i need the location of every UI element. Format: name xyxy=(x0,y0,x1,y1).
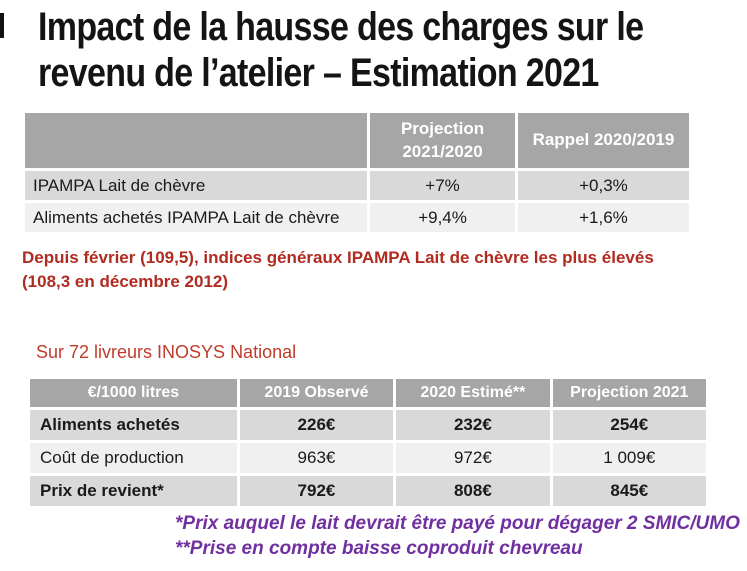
value-2021: 845€ xyxy=(552,476,706,506)
row-label: IPAMPA Lait de chèvre xyxy=(25,171,368,200)
value-2020: 972€ xyxy=(396,443,550,473)
table1-header-projection: Projection 2021/2020 xyxy=(370,113,515,168)
table1-header-empty xyxy=(25,113,368,168)
table-row-ipampa: IPAMPA Lait de chèvre +7% +0,3% xyxy=(25,171,689,200)
slide-title-line1: Impact de la hausse des charges sur le xyxy=(38,5,644,49)
table2-header-unit: €/1000 litres xyxy=(30,379,237,407)
table-row-aliments: Aliments achetés IPAMPA Lait de chèvre +… xyxy=(25,203,689,232)
projection-value: +9,4% xyxy=(370,203,515,232)
row-label: Coût de production xyxy=(30,443,237,473)
footnote-coproduit: **Prise en compte baisse coproduit chevr… xyxy=(175,538,583,559)
rappel-value: +0,3% xyxy=(517,171,689,200)
table-row-aliments-achetes: Aliments achetés 226€ 232€ 254€ xyxy=(30,410,706,440)
table-row-prix-revient: Prix de revient* 792€ 808€ 845€ xyxy=(30,476,706,506)
row-label: Prix de revient* xyxy=(30,476,237,506)
slide-title-line2: revenu de l’atelier – Estimation 2021 xyxy=(38,51,599,95)
value-2020: 232€ xyxy=(396,410,550,440)
value-2021: 1 009€ xyxy=(552,443,706,473)
table-header-row: Projection 2021/2020 Rappel 2020/2019 xyxy=(25,113,689,168)
row-label: Aliments achetés IPAMPA Lait de chèvre xyxy=(25,203,368,232)
footnote-prix-revient: *Prix auquel le lait devrait être payé p… xyxy=(175,513,740,534)
table2-header-2021: Projection 2021 xyxy=(552,379,706,407)
table-header-row: €/1000 litres 2019 Observé 2020 Estimé**… xyxy=(30,379,706,407)
value-2021: 254€ xyxy=(552,410,706,440)
table2-header-2019: 2019 Observé xyxy=(239,379,394,407)
footnotes: *Prix auquel le lait devrait être payé p… xyxy=(175,511,740,561)
value-2020: 808€ xyxy=(396,476,550,506)
row-label: Aliments achetés xyxy=(30,410,237,440)
left-edge-crop-artifact xyxy=(0,13,4,38)
inosys-subtitle: Sur 72 livreurs INOSYS National xyxy=(36,342,297,362)
table-row-cout-production: Coût de production 963€ 972€ 1 009€ xyxy=(30,443,706,473)
ipampa-note: Depuis février (109,5), indices généraux… xyxy=(22,248,654,291)
table1-header-rappel: Rappel 2020/2019 xyxy=(517,113,689,168)
ipampa-index-table: Projection 2021/2020 Rappel 2020/2019 IP… xyxy=(22,110,692,235)
rappel-value: +1,6% xyxy=(517,203,689,232)
slide-title: Impact de la hausse des charges sur le r… xyxy=(38,4,644,96)
value-2019: 963€ xyxy=(239,443,394,473)
value-2019: 792€ xyxy=(239,476,394,506)
value-2019: 226€ xyxy=(239,410,394,440)
cost-table: €/1000 litres 2019 Observé 2020 Estimé**… xyxy=(27,376,709,509)
table2-header-2020: 2020 Estimé** xyxy=(396,379,550,407)
projection-value: +7% xyxy=(370,171,515,200)
